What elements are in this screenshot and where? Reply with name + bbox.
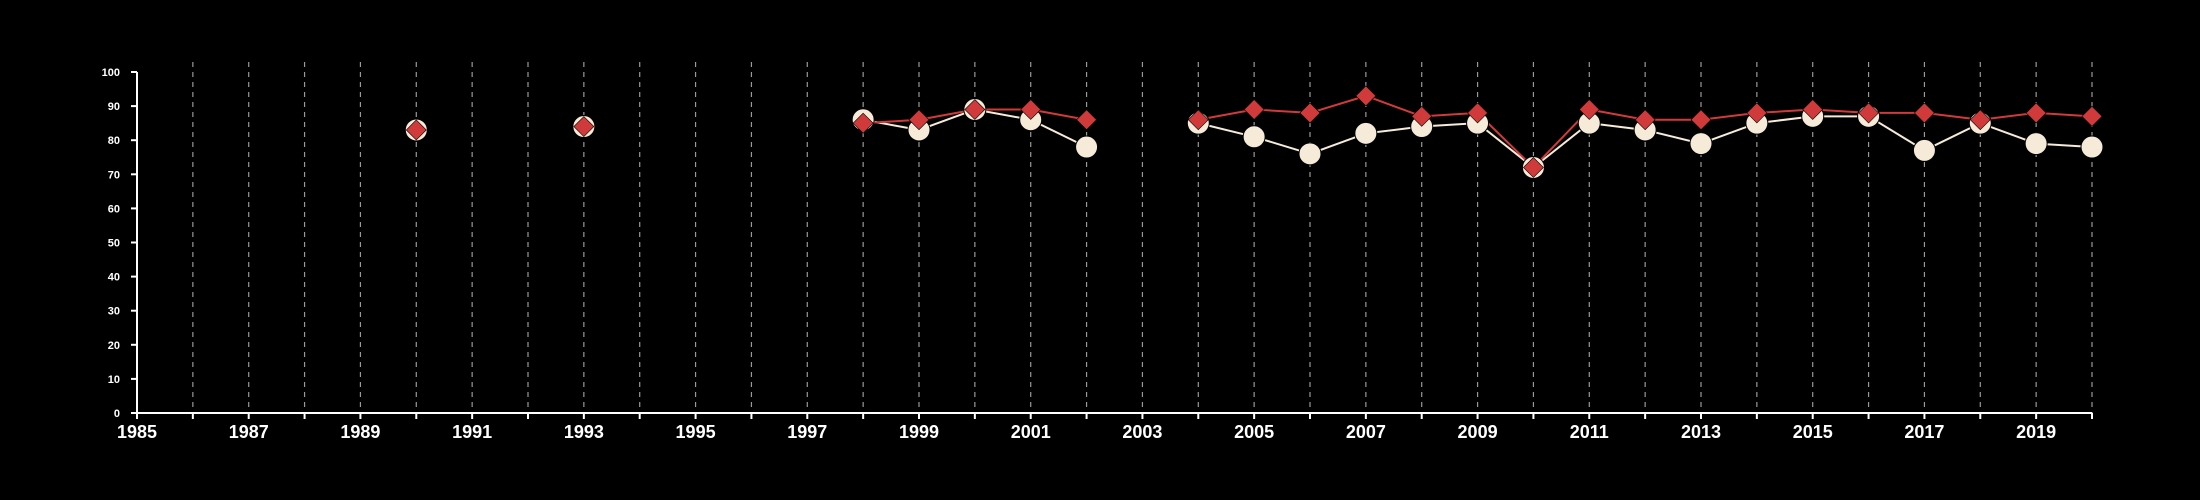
x-tick-label: 2015 — [1793, 422, 1833, 442]
diamond-point — [2025, 102, 2047, 124]
x-tick-label: 2011 — [1570, 422, 1609, 442]
circle-point — [2024, 132, 2048, 156]
series-markers — [404, 85, 2104, 179]
diamond-point — [1802, 99, 1824, 120]
diamond-point — [1578, 99, 1600, 120]
y-tick-label: 100 — [102, 67, 120, 79]
x-tick-label: 2009 — [1458, 422, 1498, 442]
y-tick-label: 30 — [108, 306, 120, 318]
diamond-point — [1467, 102, 1488, 124]
y-tick-label: 60 — [108, 203, 120, 215]
diamond-point — [1858, 102, 1879, 124]
circle-point — [1075, 135, 1099, 159]
circle-point — [1912, 138, 1936, 162]
diamond-point — [1914, 102, 1935, 124]
diamond-point — [1355, 85, 1377, 107]
y-tick-label: 20 — [108, 340, 120, 352]
diamond-point — [1969, 109, 1991, 131]
diamond-point — [1411, 105, 1433, 127]
circle-series-segment — [1532, 122, 1590, 169]
x-tick-label: 1989 — [340, 422, 380, 442]
diamond-point — [1690, 109, 1712, 131]
x-tick-label: 2005 — [1234, 422, 1274, 442]
y-tick-label: 50 — [108, 238, 120, 250]
x-tick-label: 2003 — [1122, 422, 1162, 442]
diamond-point — [573, 116, 595, 137]
diamond-point — [1299, 102, 1321, 124]
x-tick-label: 1999 — [899, 422, 939, 442]
x-tick-label: 2017 — [1904, 422, 1944, 442]
x-tick-label: 1987 — [229, 422, 269, 442]
diamond-series-segment — [1700, 111, 1757, 121]
circle-series-segment — [1476, 122, 1535, 169]
x-tick-label: 2001 — [1011, 422, 1051, 442]
diamond-point — [1746, 102, 1768, 124]
diamond-point — [1187, 109, 1209, 131]
gridlines — [192, 62, 2093, 413]
circle-point — [1354, 121, 1378, 145]
diamond-series-segment — [1309, 94, 1367, 114]
diamond-series-segment — [1589, 108, 1646, 121]
diamond-point — [405, 119, 427, 141]
circle-point — [1689, 132, 1713, 156]
diamond-point — [1020, 99, 1042, 120]
diamond-point — [908, 109, 930, 131]
y-tick-label: 0 — [114, 408, 120, 420]
diamond-series-segment — [1365, 94, 1423, 118]
x-tick-label: 1995 — [676, 422, 716, 442]
diamond-series-segment — [1030, 108, 1087, 121]
x-tick-label: 1993 — [564, 422, 604, 442]
x-tick-label: 1997 — [787, 422, 827, 442]
diamond-point — [1243, 99, 1265, 120]
y-tick-label: 70 — [108, 169, 120, 181]
circle-point — [2080, 135, 2104, 159]
x-tick-label: 2019 — [2016, 422, 2056, 442]
diamond-point — [964, 99, 986, 120]
diamond-point — [1634, 109, 1656, 131]
diamond-point — [2081, 105, 2103, 127]
x-tick-label: 1985 — [117, 422, 157, 442]
diamond-point — [1076, 109, 1097, 131]
y-tick-label: 40 — [108, 272, 120, 284]
diamond-point — [852, 112, 874, 134]
y-tick-label: 80 — [108, 135, 120, 147]
axes: 0 10 20 30 40 50 60 70 80 90 100 1985 1987 1989 1991 19… — [102, 67, 2093, 442]
x-tick-label: 2013 — [1681, 422, 1721, 442]
diamond-point — [1523, 157, 1544, 178]
y-tick-label: 10 — [108, 374, 120, 386]
circle-point — [1298, 142, 1322, 166]
x-tick-label: 2007 — [1346, 422, 1386, 442]
y-tick-label: 90 — [108, 101, 120, 113]
circle-point — [1242, 125, 1266, 149]
x-tick-label: 1991 — [452, 422, 492, 442]
